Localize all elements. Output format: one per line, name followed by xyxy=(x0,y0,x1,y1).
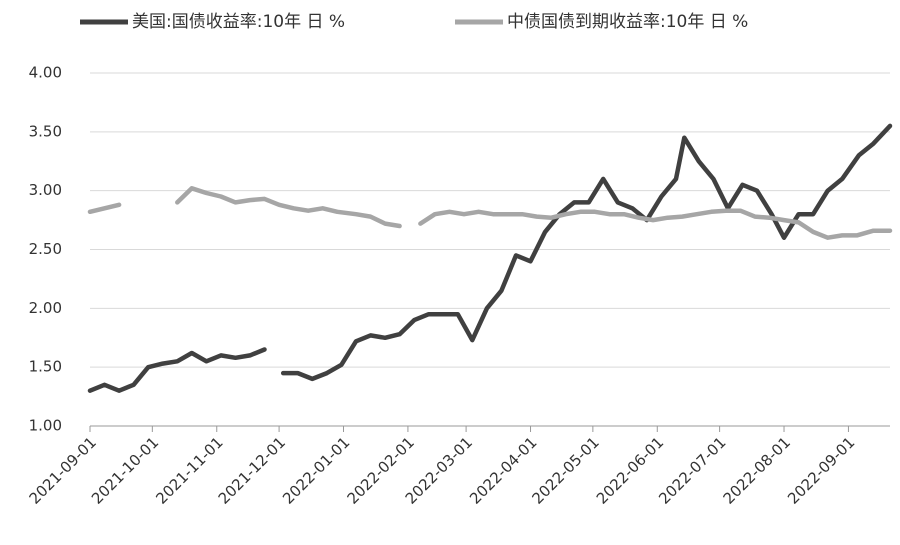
y-tick-label: 3.00 xyxy=(29,181,62,199)
x-tick-label: 2022-07-01 xyxy=(655,433,729,507)
x-tick-label: 2022-05-01 xyxy=(528,433,602,507)
legend-label: 美国:国债收益率:10年 日 % xyxy=(132,12,345,32)
x-tick-label: 2021-10-01 xyxy=(88,433,162,507)
y-tick-label: 1.50 xyxy=(29,358,62,376)
x-tick-label: 2021-12-01 xyxy=(215,433,289,507)
y-tick-label: 4.00 xyxy=(29,64,62,82)
x-tick-label: 2022-01-01 xyxy=(279,433,353,507)
x-tick-label: 2022-08-01 xyxy=(720,433,794,507)
y-tick-label: 3.50 xyxy=(29,122,62,140)
x-tick-label: 2022-09-01 xyxy=(784,433,858,507)
y-tick-label: 2.00 xyxy=(29,299,62,317)
legend-label: 中债国债到期收益率:10年 日 % xyxy=(507,12,748,32)
y-tick-label: 1.00 xyxy=(29,417,62,435)
series-line xyxy=(87,123,893,393)
series-line xyxy=(87,186,893,240)
y-tick-label: 2.50 xyxy=(29,240,62,258)
